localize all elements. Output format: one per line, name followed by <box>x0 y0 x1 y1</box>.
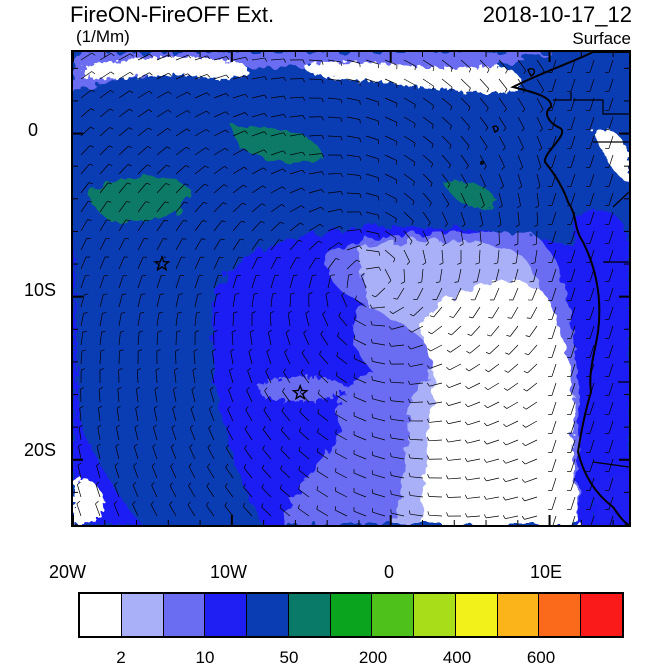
map-panel <box>71 50 631 527</box>
extinction-field <box>73 52 629 525</box>
colorbar-swatch <box>331 594 373 636</box>
map-canvas <box>73 52 629 525</box>
colorbar-swatch <box>164 594 206 636</box>
units-label: (1/Mm) <box>76 27 130 47</box>
lon-label-10w: 10W <box>210 562 247 583</box>
colorbar-swatch <box>372 594 414 636</box>
lat-label-0: 0 <box>28 120 38 141</box>
colorbar-swatch <box>539 594 581 636</box>
colorbar-label-400: 400 <box>443 648 471 668</box>
colorbar-swatch <box>581 594 622 636</box>
level-label: Surface <box>572 29 631 49</box>
lon-label-20w: 20W <box>49 562 86 583</box>
datetime-label: 2018-10-17_12 <box>483 2 632 28</box>
colorbar-label-50: 50 <box>280 648 299 668</box>
colorbar-swatch <box>205 594 247 636</box>
colorbar-label-10: 10 <box>196 648 215 668</box>
lon-label-0: 0 <box>384 562 394 583</box>
plot-title: FireON-FireOFF Ext. <box>70 2 274 28</box>
colorbar-swatch <box>289 594 331 636</box>
lon-label-10e: 10E <box>530 562 562 583</box>
colorbar <box>78 592 624 638</box>
colorbar-label-200: 200 <box>359 648 387 668</box>
colorbar-swatch <box>498 594 540 636</box>
lat-label-20s: 20S <box>24 440 56 461</box>
colorbar-label-600: 600 <box>527 648 555 668</box>
lat-label-10s: 10S <box>24 280 56 301</box>
colorbar-swatch <box>456 594 498 636</box>
colorbar-swatch <box>414 594 456 636</box>
colorbar-label-2: 2 <box>116 648 125 668</box>
wind-barb-flag <box>415 66 416 70</box>
colorbar-swatch <box>80 594 122 636</box>
colorbar-swatch <box>122 594 164 636</box>
colorbar-swatch <box>247 594 289 636</box>
